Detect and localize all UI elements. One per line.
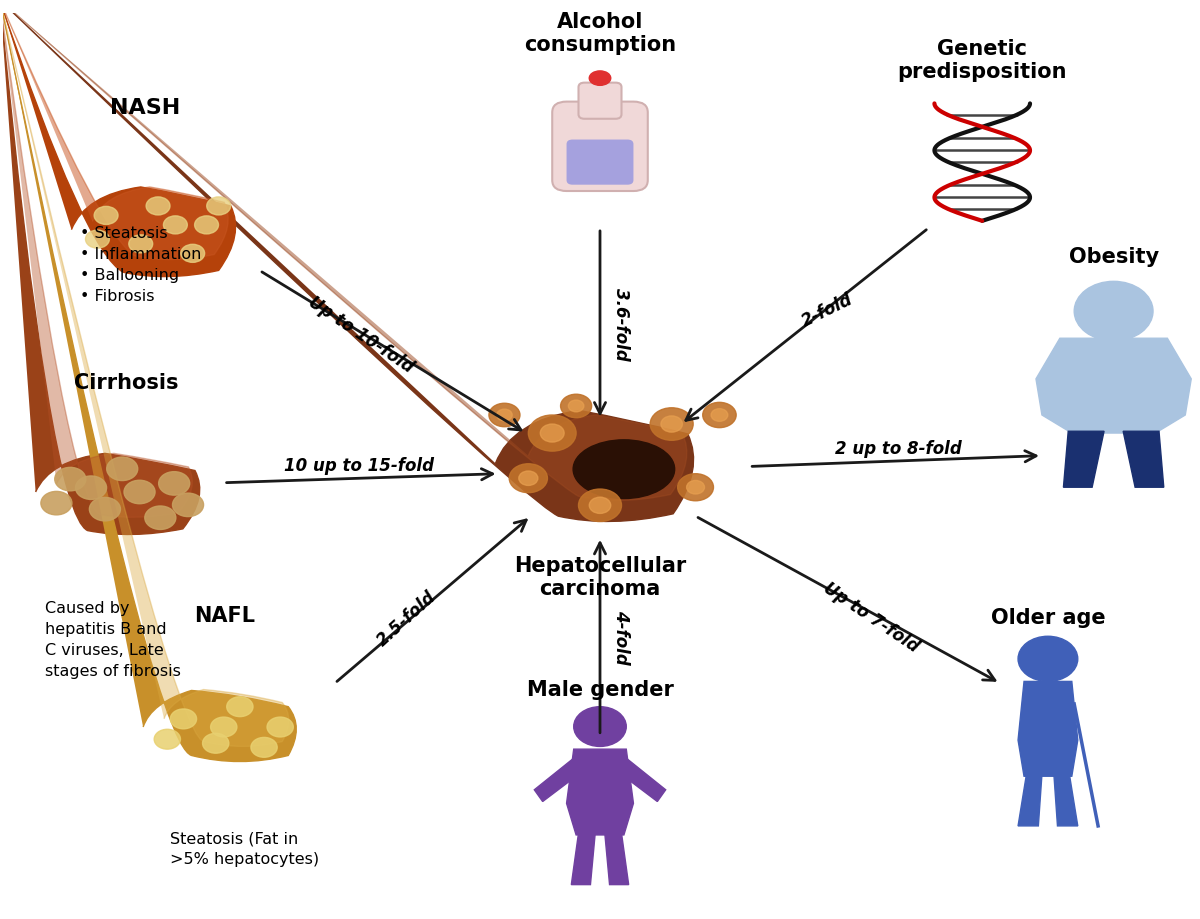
Circle shape bbox=[251, 738, 277, 757]
PathPatch shape bbox=[528, 415, 686, 501]
PathPatch shape bbox=[618, 758, 666, 801]
Circle shape bbox=[85, 231, 109, 249]
Circle shape bbox=[170, 709, 197, 729]
Circle shape bbox=[488, 403, 520, 427]
Circle shape bbox=[89, 498, 120, 521]
Circle shape bbox=[518, 471, 538, 486]
Text: Up to 10-fold: Up to 10-fold bbox=[305, 292, 416, 376]
Text: Up to 7-fold: Up to 7-fold bbox=[820, 578, 922, 655]
Text: 10 up to 15-fold: 10 up to 15-fold bbox=[283, 456, 433, 474]
PathPatch shape bbox=[143, 691, 296, 762]
PathPatch shape bbox=[534, 758, 582, 801]
Circle shape bbox=[574, 707, 626, 746]
Circle shape bbox=[154, 730, 180, 749]
FancyBboxPatch shape bbox=[578, 84, 622, 119]
Text: • Steatosis
• Inflammation
• Ballooning
• Fibrosis: • Steatosis • Inflammation • Ballooning … bbox=[80, 226, 202, 304]
PathPatch shape bbox=[36, 454, 199, 535]
Ellipse shape bbox=[574, 440, 674, 499]
Circle shape bbox=[173, 494, 204, 517]
Text: Older age: Older age bbox=[991, 607, 1105, 628]
Circle shape bbox=[1074, 282, 1153, 342]
Text: Caused by
hepatitis B and
C viruses, Late
stages of fibrosis: Caused by hepatitis B and C viruses, Lat… bbox=[44, 600, 180, 678]
Circle shape bbox=[94, 207, 118, 225]
Circle shape bbox=[589, 497, 611, 514]
Circle shape bbox=[146, 198, 170, 216]
Circle shape bbox=[1018, 637, 1078, 682]
PathPatch shape bbox=[1036, 339, 1192, 434]
Text: 2 up to 8-fold: 2 up to 8-fold bbox=[835, 440, 962, 458]
Circle shape bbox=[569, 401, 584, 413]
PathPatch shape bbox=[72, 187, 235, 278]
Circle shape bbox=[76, 476, 107, 500]
Text: 3.6-fold: 3.6-fold bbox=[612, 288, 630, 361]
Circle shape bbox=[268, 718, 293, 737]
Circle shape bbox=[128, 235, 152, 254]
Text: 4-fold: 4-fold bbox=[612, 609, 630, 664]
Text: 2-fold: 2-fold bbox=[798, 289, 856, 330]
Text: Alcohol
consumption: Alcohol consumption bbox=[524, 12, 676, 55]
Circle shape bbox=[712, 409, 728, 422]
Circle shape bbox=[163, 217, 187, 234]
Text: Male gender: Male gender bbox=[527, 680, 673, 699]
Circle shape bbox=[661, 416, 683, 433]
PathPatch shape bbox=[1123, 432, 1164, 488]
Text: Steatosis (Fat in
>5% hepatocytes): Steatosis (Fat in >5% hepatocytes) bbox=[170, 831, 319, 867]
PathPatch shape bbox=[56, 454, 192, 517]
PathPatch shape bbox=[1054, 775, 1078, 826]
Circle shape bbox=[509, 464, 547, 494]
Circle shape bbox=[686, 481, 704, 494]
Circle shape bbox=[560, 395, 592, 418]
Circle shape bbox=[203, 733, 229, 754]
PathPatch shape bbox=[1018, 775, 1042, 826]
Text: Genetic
predisposition: Genetic predisposition bbox=[898, 39, 1067, 82]
Circle shape bbox=[41, 492, 72, 516]
Circle shape bbox=[703, 403, 736, 428]
Text: Hepatocellular
carcinoma: Hepatocellular carcinoma bbox=[514, 555, 686, 598]
FancyBboxPatch shape bbox=[552, 103, 648, 192]
PathPatch shape bbox=[605, 834, 629, 885]
Text: Cirrhosis: Cirrhosis bbox=[74, 373, 179, 393]
Circle shape bbox=[650, 408, 694, 441]
Ellipse shape bbox=[589, 72, 611, 86]
Text: 2.5-fold: 2.5-fold bbox=[373, 587, 439, 650]
PathPatch shape bbox=[92, 187, 228, 260]
Circle shape bbox=[540, 425, 564, 443]
Circle shape bbox=[107, 458, 138, 481]
Circle shape bbox=[194, 217, 218, 234]
PathPatch shape bbox=[571, 834, 595, 885]
PathPatch shape bbox=[1063, 432, 1104, 488]
Circle shape bbox=[145, 506, 176, 530]
Circle shape bbox=[497, 410, 512, 422]
PathPatch shape bbox=[496, 411, 694, 522]
Circle shape bbox=[578, 490, 622, 522]
Circle shape bbox=[678, 474, 714, 501]
Circle shape bbox=[124, 481, 155, 505]
Circle shape bbox=[227, 697, 253, 717]
Circle shape bbox=[206, 198, 230, 216]
Circle shape bbox=[55, 468, 85, 492]
Text: NAFL: NAFL bbox=[194, 605, 254, 625]
PathPatch shape bbox=[566, 749, 634, 835]
Circle shape bbox=[211, 718, 236, 737]
FancyBboxPatch shape bbox=[566, 141, 634, 186]
PathPatch shape bbox=[164, 690, 289, 746]
Text: Obesity: Obesity bbox=[1068, 246, 1159, 267]
Circle shape bbox=[181, 245, 205, 263]
Text: NASH: NASH bbox=[110, 97, 180, 118]
Circle shape bbox=[528, 415, 576, 451]
Circle shape bbox=[158, 472, 190, 495]
PathPatch shape bbox=[1018, 682, 1078, 777]
